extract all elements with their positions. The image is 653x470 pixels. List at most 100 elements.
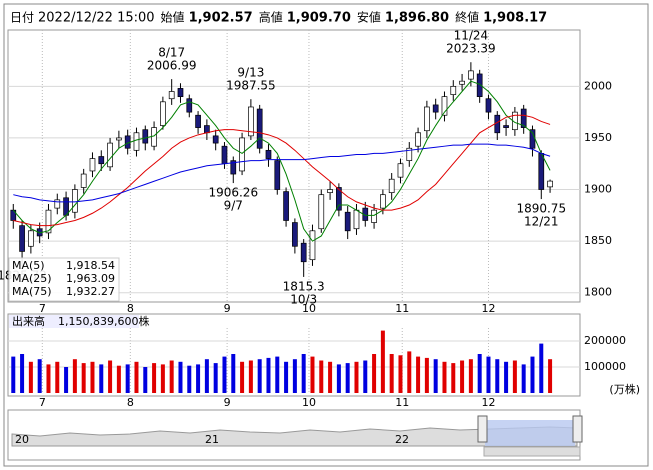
candle-body [380,194,386,209]
header-label: 終値 [455,10,479,25]
volume-bar [539,343,544,393]
volume-panel [7,313,581,397]
volume-bar [292,359,297,393]
annotation-date: 8/17 [158,46,185,60]
y-tick-label: 1900 [584,183,612,196]
candle-body [485,98,492,113]
volume-total: 1,150,839,600株 [58,314,149,328]
volume-bar [266,357,271,393]
volume-bar [20,354,25,393]
candle-body [133,132,140,151]
volume-bar [134,361,139,393]
candle-body [89,158,96,172]
year-label: 20 [15,433,29,446]
candle-body [248,106,254,137]
legend-value: 1,963.09 [66,272,115,285]
x-tick-label: 9 [224,302,231,315]
ma-line [12,80,551,242]
candle-body [327,189,333,193]
candle-body [371,209,377,223]
candle-body [318,194,325,230]
candle-body [54,199,61,209]
candle-body [459,80,465,85]
volume-bar [55,361,60,393]
volume-bar [460,360,465,393]
volume-bar [424,357,429,393]
candle-body [397,163,404,178]
candle-body [476,73,483,98]
candle-body [116,137,122,141]
x-tick-label: 10 [302,396,316,409]
candle-body [28,230,34,247]
header-label: 始値 [161,10,185,25]
annotation-value: 1987.55 [226,79,276,93]
volume-bar [354,361,359,393]
candle-body [415,132,421,147]
volume-bar [116,365,121,393]
volume-bar [64,367,69,393]
x-tick-label: 7 [39,396,46,409]
volume-bar [125,364,130,393]
candle-body [230,160,237,175]
volume-bar [495,359,500,393]
volume-bar [372,354,377,393]
candle-body [98,156,105,165]
volume-bar [380,330,385,393]
volume-bar [433,359,438,393]
candle-body [256,108,263,149]
volume-bar [477,354,482,393]
volume-title: 出来高 [12,314,45,328]
header: 日付 2022/12/22 15:00 始値 1,902.57 高値 1,909.70 安値… [10,10,547,26]
candle-body [503,125,509,128]
volume-bar [389,354,394,393]
volume-bar [275,356,280,393]
header-value: 1,902.57 [189,11,253,26]
x-tick-label: 12 [481,396,495,409]
navigator-selection[interactable] [485,420,575,446]
volume-bar [213,363,218,393]
x-tick-label: 10 [302,302,316,315]
candle-body [468,70,474,80]
navigator-scrollbar[interactable] [483,446,581,457]
annotation-date: 12/21 [524,215,559,229]
candle-body [195,114,201,128]
frame [3,3,649,467]
x-tick-label: 8 [127,396,134,409]
legend-name: MA(25) [12,272,52,285]
navigator-handle-left[interactable] [477,415,488,443]
volume-bar [486,356,491,393]
volume-bar [521,364,526,393]
candle-body [547,180,553,188]
volume-bar [451,363,456,393]
candle-body [520,108,527,128]
volume-bar [187,365,192,393]
candle-body [168,91,175,100]
y-tick-label: 100000 [584,360,626,373]
candle-body [45,209,52,234]
volume-bar [416,356,421,393]
x-tick-label: 12 [481,302,495,315]
candle-body [309,230,316,261]
annotation-date: 10/3 [290,292,317,306]
volume-bar [240,361,245,393]
candle-body [274,160,281,190]
volume-bar [284,361,289,393]
header-value: 2022/12/22 15:00 [38,11,155,26]
candle-body [432,104,439,113]
volume-bar [178,361,183,393]
x-tick-label: 11 [395,302,409,315]
legend-value: 1,932.27 [66,285,115,298]
candle-body [221,145,228,165]
legend-value: 1,918.54 [66,259,115,272]
volume-bar [46,364,51,393]
candle-body [424,106,430,132]
x-tick-label: 11 [395,396,409,409]
volume-bar [310,356,315,393]
candle-body [142,129,149,144]
annotation-date: 9/7 [224,199,243,213]
volume-bar [143,367,148,393]
header-label: 日付 [10,11,34,25]
navigator-handle-right[interactable] [572,415,583,443]
candle-body [212,135,219,144]
